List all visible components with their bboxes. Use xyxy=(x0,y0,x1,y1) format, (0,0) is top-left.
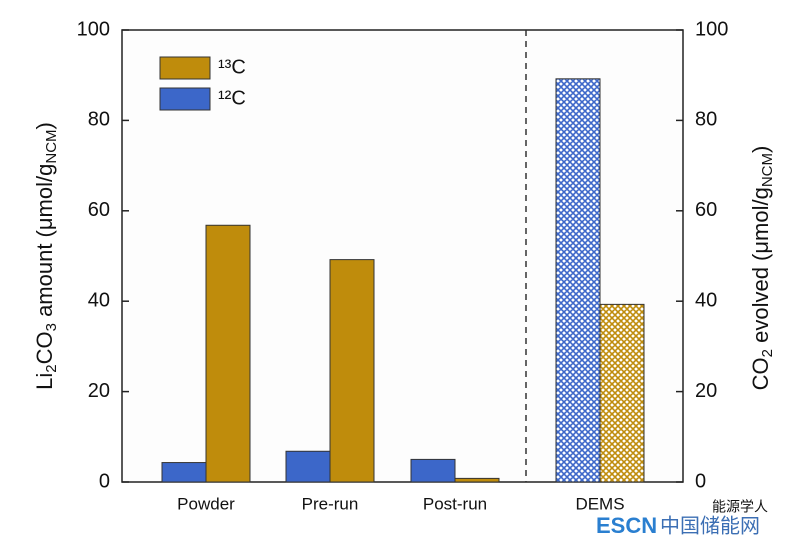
label-part: NCM xyxy=(43,129,60,163)
x-tick-label: Pre-run xyxy=(302,494,359,513)
label-part: amount (μmol/g xyxy=(32,164,57,323)
legend-swatch xyxy=(159,56,211,80)
x-tick-label: Powder xyxy=(177,494,235,513)
label-part: 2 xyxy=(759,349,776,357)
label-part: 3 xyxy=(43,323,60,331)
label-part: evolved (μmol/g xyxy=(748,187,773,349)
x-tick-label: DEMS xyxy=(575,494,624,513)
y2-axis-label: CO2 evolved (μmol/gNCM) xyxy=(748,146,776,391)
tick-label: 40 xyxy=(695,289,717,311)
x-tick-label: Post-run xyxy=(423,494,487,513)
label-part: Li xyxy=(32,373,57,390)
legend-label: ¹³C xyxy=(218,56,246,78)
label-part: CO xyxy=(748,357,773,390)
legend-swatch xyxy=(159,87,211,111)
bar xyxy=(410,458,456,483)
tick-label: 100 xyxy=(695,18,728,40)
bar xyxy=(285,450,331,483)
tick-label: 100 xyxy=(77,18,110,40)
tick-label: 60 xyxy=(88,199,110,221)
bar xyxy=(599,303,645,483)
tick-label: 60 xyxy=(695,199,717,221)
tick-label: 80 xyxy=(695,109,717,131)
bar xyxy=(161,462,207,483)
label-part: CO xyxy=(32,331,57,364)
tick-label: 20 xyxy=(88,380,110,402)
tick-label: 40 xyxy=(88,289,110,311)
tick-label: 0 xyxy=(695,470,706,492)
label-part: ) xyxy=(748,146,773,153)
watermark-site: 中国储能网 xyxy=(660,514,760,537)
label-part: 2 xyxy=(43,364,60,372)
legend-label: ¹²C xyxy=(218,87,246,109)
bar xyxy=(555,78,601,483)
tick-label: 20 xyxy=(695,380,717,402)
watermark-source: 能源学人 xyxy=(712,499,768,515)
y-axis-label: Li2CO3 amount (μmol/gNCM) xyxy=(32,122,60,390)
label-part: ) xyxy=(32,122,57,129)
tick-label: 0 xyxy=(99,470,110,492)
bar xyxy=(329,259,375,483)
label-part: NCM xyxy=(759,153,776,187)
watermark-site: ESCN xyxy=(596,513,657,538)
bar xyxy=(205,224,251,483)
tick-label: 80 xyxy=(88,109,110,131)
bar xyxy=(454,477,500,483)
